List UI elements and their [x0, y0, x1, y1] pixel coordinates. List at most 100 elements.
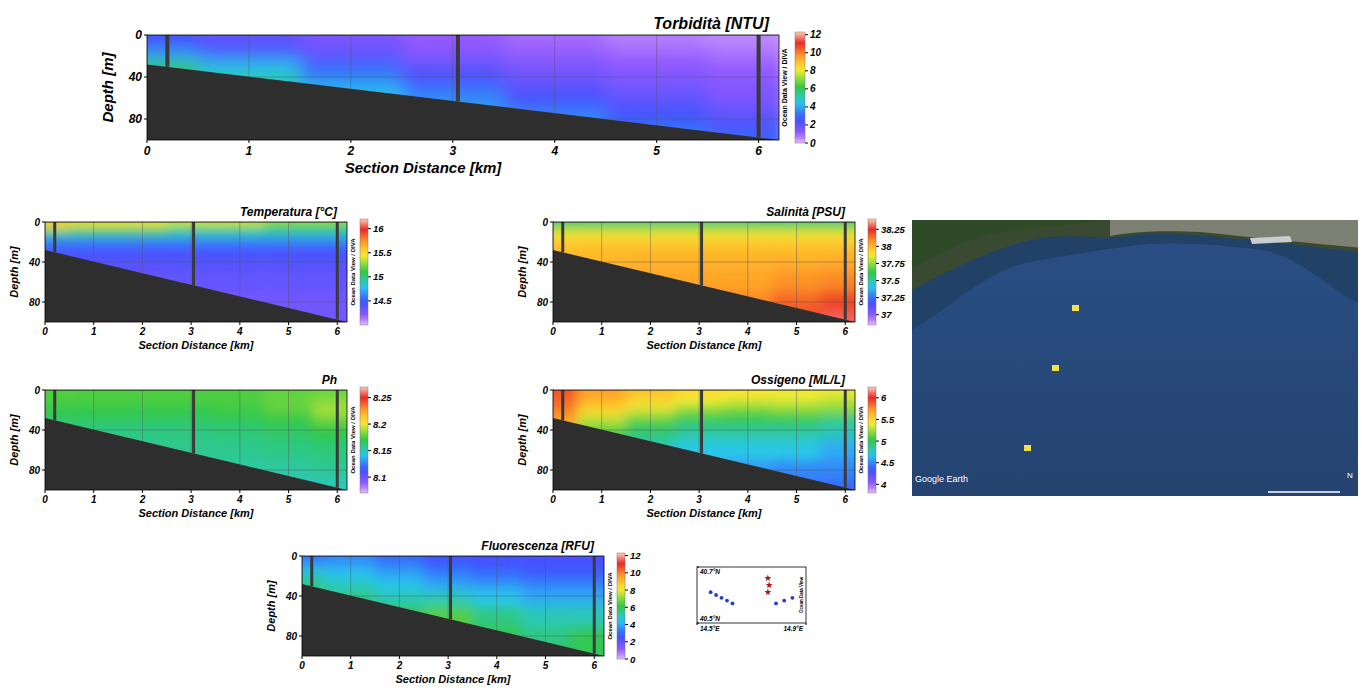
colorbar-tick	[368, 276, 371, 277]
axis-title: Section Distance [km]	[345, 159, 503, 176]
tick	[93, 490, 94, 493]
station-map: 14.5°E14.9°E40.5°N40.7°NOcean Data View	[697, 567, 806, 632]
tick-label: 0	[144, 144, 151, 158]
colorbar-tick	[805, 88, 808, 89]
station	[844, 222, 847, 320]
tick	[142, 490, 143, 493]
cell	[821, 272, 855, 293]
tick	[550, 470, 553, 471]
title: Fluorescenza [RFU]	[481, 539, 595, 553]
tick	[299, 596, 302, 597]
tick-label: 6	[334, 326, 340, 337]
frame	[147, 35, 779, 140]
tick-label: 4	[493, 660, 500, 671]
tick	[42, 262, 45, 263]
tick-label: 80	[286, 631, 298, 642]
tick	[545, 656, 546, 659]
frame	[45, 390, 347, 490]
tick	[239, 490, 240, 493]
cell	[821, 415, 855, 426]
colorbar-label: 6	[881, 392, 887, 403]
axis-title: Depth [m]	[99, 52, 116, 123]
station	[844, 390, 847, 488]
colorbar-label: 14.5	[373, 295, 392, 306]
title: Ph	[322, 373, 337, 387]
plot-area	[147, 35, 779, 140]
cell	[313, 247, 347, 258]
colorbar	[360, 219, 368, 325]
tick-label: 1	[599, 326, 605, 337]
title: Ossigeno [ML/L]	[751, 373, 846, 387]
watermark: Ocean Data View	[799, 576, 804, 613]
station-star	[764, 575, 771, 582]
tick-label: 80	[129, 112, 143, 126]
station-dot	[720, 596, 724, 600]
tick-label: 40	[536, 257, 549, 268]
colorbar-tick	[368, 477, 371, 478]
colorbar-label: 15.5	[373, 247, 392, 258]
figure: 012345604080Section Distance [km]Depth […	[0, 0, 1362, 694]
station-marker	[1052, 365, 1059, 371]
tick	[144, 119, 147, 120]
cell	[45, 237, 70, 248]
tick	[650, 322, 651, 325]
cell	[45, 393, 70, 399]
cell	[708, 38, 779, 44]
plot-area	[553, 222, 855, 322]
tick-label: 3	[696, 494, 702, 505]
cell	[570, 581, 604, 592]
plot-area	[45, 222, 347, 322]
station-star	[766, 582, 773, 589]
colorbar-tick	[876, 419, 879, 420]
station-marker	[1072, 305, 1079, 311]
cell	[821, 230, 855, 238]
frame	[302, 556, 604, 656]
colorbar-tick	[876, 297, 879, 298]
tick	[299, 556, 302, 557]
axis-title: Depth [m]	[8, 414, 20, 466]
tick-label: 14.9°E	[783, 625, 803, 632]
tick-label: 0	[42, 326, 48, 337]
station	[310, 556, 313, 586]
axis-title: Depth [m]	[516, 246, 528, 298]
cell	[708, 72, 779, 88]
tick-label: 0	[135, 28, 142, 42]
colorbar-tick	[625, 572, 628, 573]
cell	[313, 393, 347, 399]
cell	[313, 398, 347, 406]
tick-label: 1	[599, 494, 605, 505]
tick-label: 0	[542, 385, 548, 396]
grid-line	[845, 390, 846, 490]
colorbar-label: 6	[810, 83, 816, 94]
plot-area	[553, 390, 855, 490]
cell	[313, 415, 347, 426]
watermark: Ocean Data View / DIVA	[607, 572, 613, 640]
tick-label: 6	[755, 144, 762, 158]
axis-title: Section Distance [km]	[139, 507, 254, 519]
colorbar-tick	[805, 143, 808, 144]
colorbar-label: 4	[880, 479, 887, 490]
tick-label: 5	[543, 660, 549, 671]
tick-label: 5	[653, 144, 660, 158]
axis-title: Depth [m]	[8, 246, 20, 298]
colorbar-label: 0	[630, 654, 636, 665]
station	[561, 390, 564, 420]
tick-label: 0	[34, 385, 40, 396]
cell	[821, 425, 855, 441]
tick	[45, 322, 46, 325]
cell	[313, 440, 347, 461]
colorbar-tick	[876, 280, 879, 281]
tick	[399, 656, 400, 659]
tick	[550, 430, 553, 431]
tick	[299, 636, 302, 637]
colorbar-label: 5	[881, 436, 887, 447]
frame	[697, 567, 806, 623]
colorbar-label: 4	[629, 619, 636, 630]
tick	[337, 322, 338, 325]
tick	[699, 490, 700, 493]
tick	[350, 140, 351, 143]
tick	[337, 490, 338, 493]
tick	[697, 623, 699, 624]
cell	[313, 237, 347, 248]
tick-label: 80	[29, 297, 41, 308]
